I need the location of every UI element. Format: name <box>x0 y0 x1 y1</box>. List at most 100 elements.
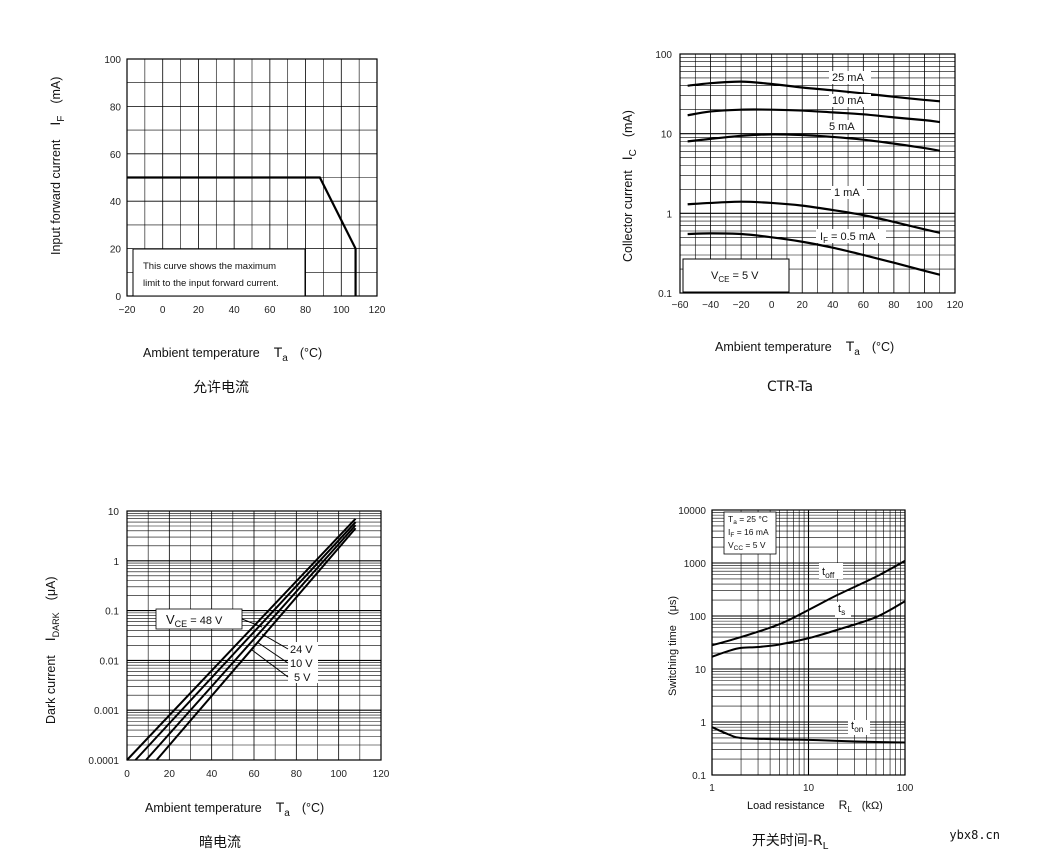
chart-3-label-48v-sub: CE <box>175 619 188 629</box>
chart-3-x-tick-label: 80 <box>291 769 303 780</box>
chart-2-series-label-05ma-text: = 0.5 mA <box>828 231 876 243</box>
chart-2-label-bg-1ma <box>831 186 867 199</box>
chart-4-condition-vcc-text: = 5 V <box>743 540 766 550</box>
chart-2-series-label-25ma: 25 mA <box>832 72 864 84</box>
chart-2-x-label-sym: T <box>846 338 855 354</box>
chart-4-condition-vcc-sym: V <box>728 540 734 550</box>
chart-2-condition-text: = 5 V <box>729 270 759 282</box>
chart-3-y-tick-label: 0.001 <box>94 706 119 717</box>
chart-4-label-ton: ton <box>851 720 864 734</box>
chart-1-x-tick-label: 20 <box>193 305 205 316</box>
chart-4-condition-ta-sym: T <box>728 514 733 524</box>
chart-3-ticks: 0 20 40 60 80 100 120 0.0001 0.001 0.01 0.1 1 10 <box>88 507 389 780</box>
chart-3-label-24v: 24 V <box>290 644 313 656</box>
chart-2-y-axis-label: Collector current IC (mA) <box>619 110 639 262</box>
chart-4-x-axis-label: Load resistance RL (kΩ) <box>747 798 883 814</box>
chart-2-label-bg-25ma <box>829 71 871 84</box>
chart-3-x-label-sub: a <box>284 808 290 819</box>
chart-1-x-tick-label: 120 <box>369 305 386 316</box>
chart-4-y-tick-label: 1 <box>700 718 706 729</box>
chart-1-note-box <box>132 248 306 297</box>
chart-3-leader-24v <box>261 633 289 650</box>
chart-3-label-48v-text: = 48 V <box>187 615 223 627</box>
chart-2-series-label-05ma: IF = 0.5 mA <box>820 231 876 245</box>
chart-2-x-label-text: Ambient temperature <box>715 340 832 354</box>
chart-3-data <box>126 518 357 761</box>
chart-2-condition-sub: CE <box>718 275 729 284</box>
chart-1-ticks: −20 0 20 40 60 80 100 120 0 20 40 60 80 100 <box>104 55 385 316</box>
chart-1-y-tick-label: 80 <box>110 102 122 113</box>
chart-4-x-tick-label: 100 <box>897 783 914 794</box>
chart-1-data <box>127 176 357 296</box>
chart-3-y-label-sym: I <box>42 637 58 641</box>
chart-2-series-line-4 <box>687 232 940 276</box>
chart-4-condition-if-sym: I <box>728 527 730 537</box>
chart-3-series-line-0 <box>126 518 357 761</box>
chart-2-x-tick-label: 20 <box>797 300 809 311</box>
chart-3-grid <box>126 510 382 761</box>
chart-3-y-tick-label: 0.0001 <box>88 756 119 767</box>
chart-1-y-tick-label: 0 <box>115 292 121 303</box>
chart-2-series-line-0 <box>687 80 940 103</box>
chart-4-condition-if-sub: F <box>730 532 734 539</box>
chart-4-y-tick-label: 0.1 <box>692 771 706 782</box>
chart-3-y-label-text: Dark current <box>44 655 58 724</box>
chart-4-y-tick-label: 100 <box>689 612 706 623</box>
chart-3-x-label-unit: (°C) <box>302 801 324 815</box>
chart-3-series-line-3 <box>155 527 357 761</box>
chart-3-y-tick-label: 0.1 <box>105 607 119 618</box>
chart-1-x-label-unit: (°C) <box>300 346 322 360</box>
chart-2-label-bg-10ma <box>829 94 871 107</box>
chart-2-series-line-3 <box>687 200 940 234</box>
chart-2-condition-label: VCE = 5 V <box>711 270 759 284</box>
chart-4-condition-if-text: = 16 mA <box>734 527 769 537</box>
chart-1-x-axis-label: Ambient temperature Ta (°C) <box>143 344 322 364</box>
chart-4-label-ts: ts <box>838 603 845 617</box>
chart-1-note-line-2: limit to the input forward current. <box>143 278 279 289</box>
chart-4-y-label-text: Switching time <box>667 625 679 696</box>
chart-3-x-label-text: Ambient temperature <box>145 801 262 815</box>
chart-4-y-label-unit: (μs) <box>667 596 679 615</box>
chart-4-x-tick-label: 1 <box>709 783 715 794</box>
chart-4-condition-vcc-sub: CC <box>734 545 744 552</box>
chart-1-series-line <box>127 176 357 296</box>
chart-3-leader-5v <box>251 649 289 678</box>
chart-3-y-tick-label: 10 <box>108 507 120 518</box>
chart-4-label-ton-sub: on <box>854 724 864 734</box>
chart-2-y-label-sym: I <box>619 156 635 160</box>
chart-1-note-line-1: This curve shows the maximum <box>143 261 276 272</box>
chart-2-x-tick-label: 80 <box>888 300 900 311</box>
chart-1-y-tick-label: 40 <box>110 197 122 208</box>
chart-3-x-tick-label: 120 <box>373 769 390 780</box>
chart-4-condition-box <box>723 511 777 555</box>
watermark: ybx8.cn <box>949 828 1000 842</box>
chart-4-series-line-toff <box>711 559 906 647</box>
chart-4-condition-ta-text: = 25 °C <box>737 514 768 524</box>
chart-2-series-label-1ma: 1 mA <box>834 187 860 199</box>
chart-2-y-tick-label: 0.1 <box>658 289 672 300</box>
chart-2-y-tick-label: 100 <box>655 50 672 61</box>
chart-3-y-axis-label: Dark current IDARK (μA) <box>42 576 61 724</box>
chart-4-x-label-sub: L <box>847 805 852 814</box>
chart-2-label-bg-05ma <box>816 229 886 243</box>
chart-1-x-tick-label: 60 <box>264 305 276 316</box>
chart-4-label-ton-sym: t <box>851 720 854 732</box>
chart-1-allowable-current: −20 0 20 40 60 80 100 120 0 20 40 60 80 100 This curv… <box>47 55 386 396</box>
chart-4-label-bg-ts <box>835 602 851 618</box>
chart-2-caption: CTR-Ta <box>767 379 813 395</box>
chart-1-x-tick-label: 100 <box>333 305 350 316</box>
chart-3-leader-10v <box>256 641 289 664</box>
chart-3-series-line-2 <box>145 524 357 761</box>
chart-3-x-tick-label: 0 <box>124 769 130 780</box>
chart-2-series-line-2 <box>687 133 940 152</box>
chart-4-x-label-sym: R <box>839 798 848 812</box>
chart-3-x-axis-label: Ambient temperature Ta (°C) <box>145 799 324 819</box>
chart-3-label-48v-sym: V <box>166 612 175 627</box>
chart-4-caption: 开关时间-RL <box>752 833 829 852</box>
chart-4-condition-if: IF = 16 mA <box>728 527 769 539</box>
chart-2-data <box>687 80 940 276</box>
chart-3-series-line-1 <box>134 521 357 761</box>
chart-3-x-tick-label: 40 <box>206 769 218 780</box>
